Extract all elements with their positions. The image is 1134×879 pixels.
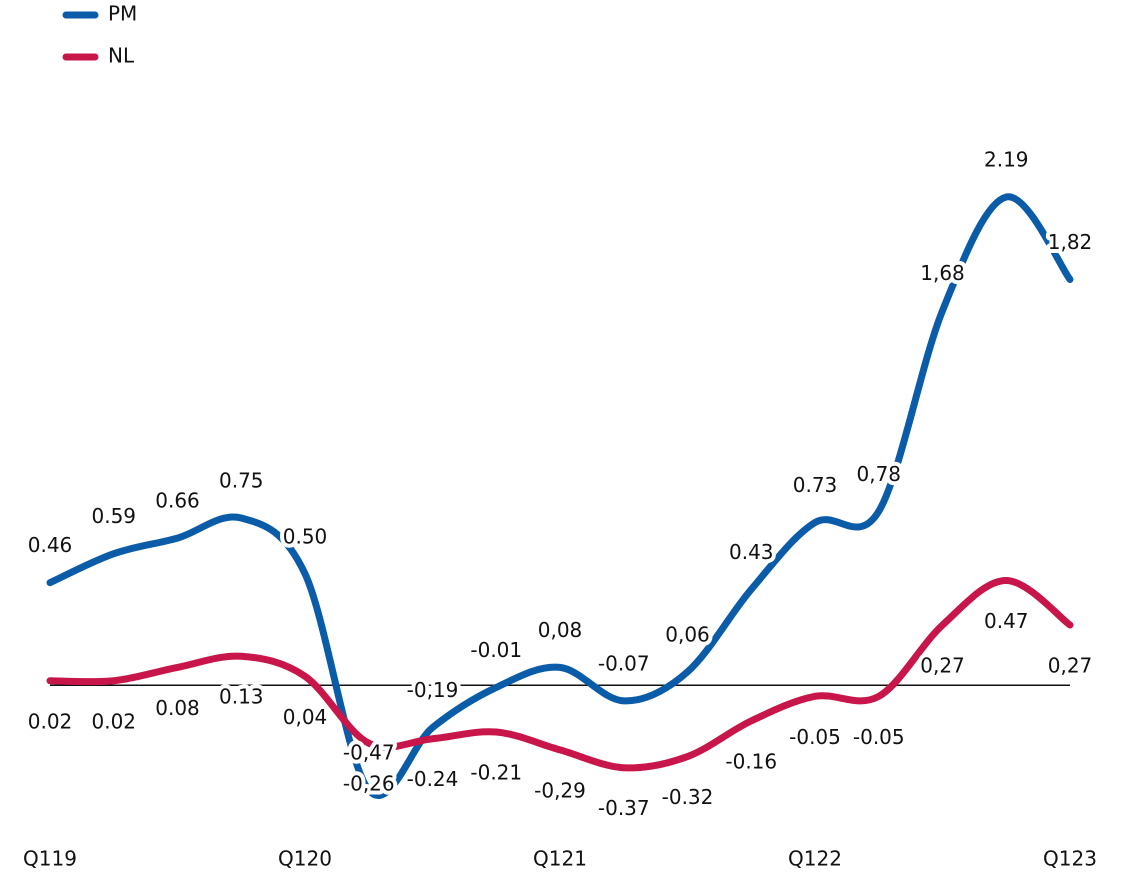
data-label: -0,29 xyxy=(534,778,586,802)
data-label: -0.37 xyxy=(598,796,650,820)
data-label: 1,82 xyxy=(1048,230,1093,254)
data-label: -0,19 xyxy=(407,678,459,702)
data-label: -0.16 xyxy=(725,749,777,773)
data-label: -0.01 xyxy=(470,638,522,662)
data-label: -0,26 xyxy=(343,772,395,796)
data-label: 1,68 xyxy=(920,261,965,285)
data-label: 0.47 xyxy=(984,609,1029,633)
data-label: 0.02 xyxy=(91,709,136,733)
data-label: 0.46 xyxy=(28,533,73,557)
data-label: 0.66 xyxy=(155,489,200,513)
data-label: 0,27 xyxy=(1048,654,1093,678)
series-line xyxy=(46,193,1074,799)
data-label: 0,04 xyxy=(283,705,328,729)
data-label: -0,47 xyxy=(343,741,395,765)
series-line xyxy=(46,576,1074,772)
legend-label: NL xyxy=(108,44,135,68)
data-label: 0.59 xyxy=(91,504,136,528)
data-label: 0,08 xyxy=(538,618,583,642)
data-label: 0,06 xyxy=(665,622,710,646)
data-label: 0,78 xyxy=(856,462,901,486)
x-tick-label: Q123 xyxy=(1043,847,1097,871)
data-label: 0,27 xyxy=(920,654,965,678)
data-label: 0.43 xyxy=(729,540,774,564)
x-tick-label: Q120 xyxy=(278,847,332,871)
data-label: 0.75 xyxy=(219,469,264,493)
data-label: -0.32 xyxy=(662,785,714,809)
data-label: 0.02 xyxy=(28,709,73,733)
data-label: 0.13 xyxy=(219,685,264,709)
x-tick-label: Q119 xyxy=(23,847,77,871)
data-label: -0.05 xyxy=(789,725,841,749)
data-label: 0.73 xyxy=(793,473,838,497)
data-label: 0.50 xyxy=(283,524,328,548)
data-label: 2.19 xyxy=(984,148,1029,172)
data-label: 0.08 xyxy=(155,696,200,720)
x-tick-label: Q121 xyxy=(533,847,587,871)
x-tick-label: Q122 xyxy=(788,847,842,871)
data-label: -0.21 xyxy=(470,761,522,785)
data-label: -0.24 xyxy=(407,767,459,791)
data-label: -0.07 xyxy=(598,651,650,675)
legend-label: PM xyxy=(108,2,137,26)
data-label: -0.05 xyxy=(853,725,905,749)
